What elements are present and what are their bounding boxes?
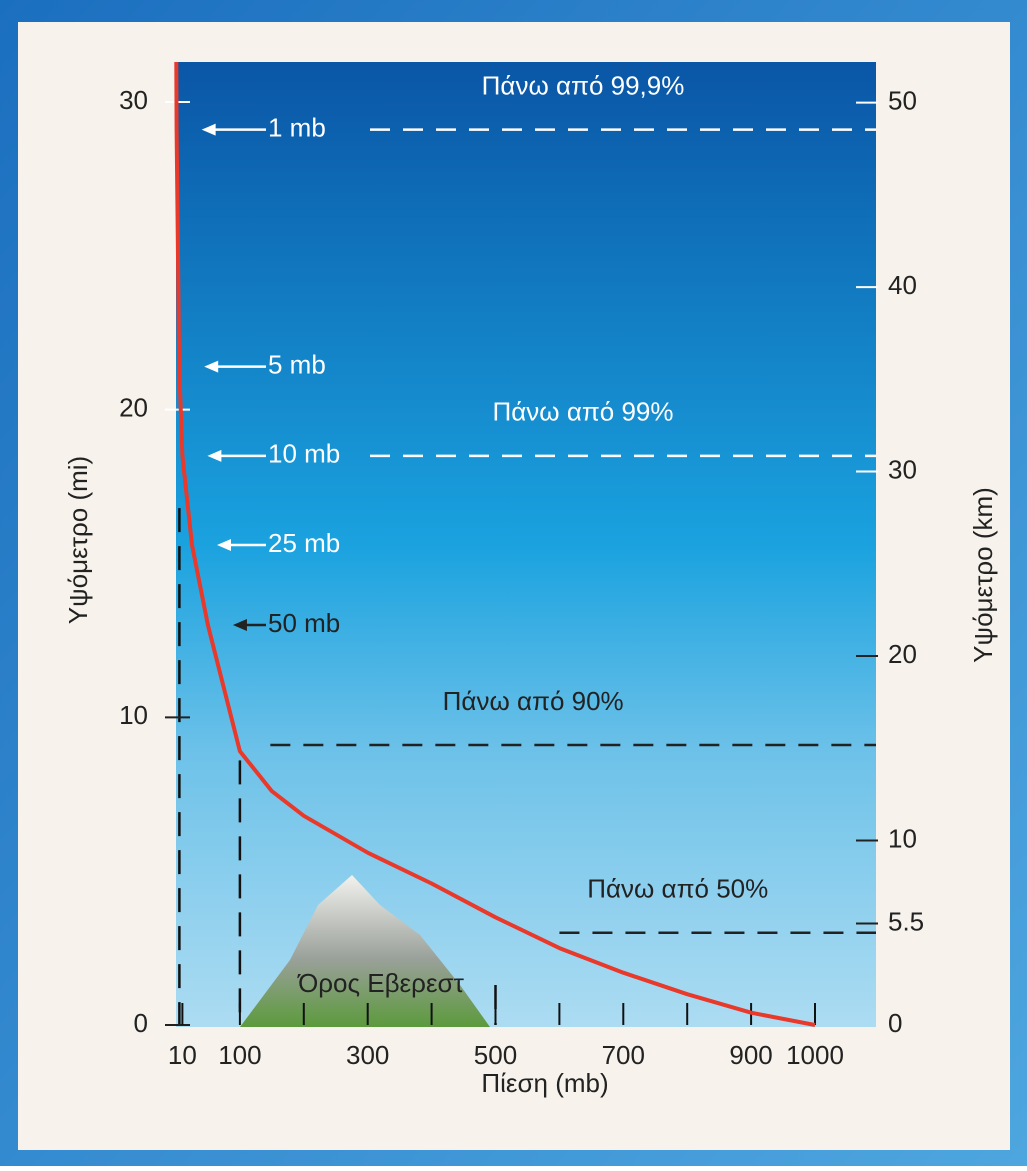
x-tick-label: 1000: [786, 1040, 844, 1070]
pressure-label: 10 mb: [268, 439, 340, 469]
y2-tick-label: 40: [888, 270, 917, 300]
x-tick-label: 500: [474, 1040, 517, 1070]
mass-label: Πάνω από 99%: [492, 397, 673, 427]
y2-tick-label: 30: [888, 454, 917, 484]
y-tick-label: 20: [119, 393, 148, 423]
y-tick-label: 30: [119, 85, 148, 115]
pressure-label: 25 mb: [268, 528, 340, 558]
mass-label: Πάνω από 50%: [587, 874, 768, 904]
y-tick-label: 0: [134, 1008, 148, 1038]
pressure-label: 1 mb: [268, 113, 326, 143]
pressure-label: 5 mb: [268, 349, 326, 379]
y2-tick-label: 0: [888, 1008, 902, 1038]
y2-tick-label: 10: [888, 823, 917, 853]
x-tick-label: 700: [602, 1040, 645, 1070]
y2-tick-label: 50: [888, 85, 917, 115]
chart: Όρος Εβερεστ Πίεση (mb) Υψόμετρο (mi) Υψ…: [0, 0, 1027, 1166]
mountain-label: Όρος Εβερεστ: [297, 968, 464, 998]
x-tick-label: 900: [729, 1040, 772, 1070]
x-tick-label: 300: [346, 1040, 389, 1070]
x-tick-label: 10: [168, 1040, 197, 1070]
x-axis-label: Πίεση (mb): [481, 1068, 608, 1098]
y-axis-label: Υψόμετρο (mi): [63, 456, 93, 624]
mass-label: Πάνω από 90%: [443, 686, 624, 716]
y2-tick-label: 20: [888, 639, 917, 669]
y-tick-label: 10: [119, 700, 148, 730]
mass-label: Πάνω από 99,9%: [482, 71, 685, 101]
y2-tick-label: 5.5: [888, 906, 924, 936]
y2-axis-label: Υψόμετρο (km): [968, 487, 998, 663]
pressure-label: 50 mb: [268, 608, 340, 638]
x-tick-label: 100: [218, 1040, 261, 1070]
